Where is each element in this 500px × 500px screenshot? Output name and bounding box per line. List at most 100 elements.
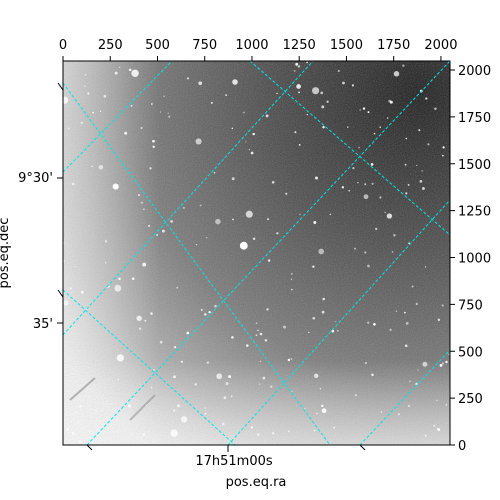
star bbox=[442, 154, 444, 157]
star bbox=[375, 227, 378, 231]
star bbox=[231, 177, 235, 181]
left-tick-label: 9°30' bbox=[18, 171, 53, 186]
star bbox=[232, 79, 238, 85]
star bbox=[152, 145, 155, 148]
star bbox=[152, 139, 155, 143]
star bbox=[276, 232, 279, 235]
right-tick-label: 1750 bbox=[458, 111, 491, 126]
star bbox=[393, 71, 400, 77]
star bbox=[170, 429, 178, 437]
star bbox=[283, 325, 286, 329]
star bbox=[419, 180, 423, 183]
coordinate-grid bbox=[63, 61, 450, 445]
star bbox=[186, 331, 190, 335]
star bbox=[208, 310, 211, 314]
star bbox=[291, 390, 293, 392]
star bbox=[99, 110, 102, 113]
star bbox=[313, 221, 317, 224]
star bbox=[422, 187, 425, 190]
star bbox=[267, 259, 271, 262]
star bbox=[173, 409, 176, 412]
star bbox=[285, 192, 288, 195]
star bbox=[131, 277, 135, 281]
right-axis: 0 250 500 750 1000 1250 1500 1750 2000 bbox=[450, 64, 491, 454]
star bbox=[433, 424, 436, 427]
star bbox=[357, 182, 359, 184]
star bbox=[258, 383, 261, 385]
star bbox=[290, 358, 293, 360]
star bbox=[176, 287, 178, 289]
star bbox=[231, 336, 234, 339]
top-tick-label: 1500 bbox=[330, 38, 363, 53]
star bbox=[148, 224, 151, 227]
star bbox=[216, 373, 223, 380]
star bbox=[267, 218, 270, 221]
star bbox=[114, 284, 122, 292]
star bbox=[198, 81, 203, 86]
star bbox=[118, 66, 121, 68]
star bbox=[379, 196, 382, 199]
star bbox=[84, 74, 87, 76]
star bbox=[144, 319, 147, 322]
star bbox=[265, 114, 269, 118]
star bbox=[380, 411, 383, 413]
star bbox=[243, 111, 245, 114]
star bbox=[404, 163, 407, 166]
star bbox=[170, 220, 173, 223]
star bbox=[194, 383, 197, 386]
star bbox=[391, 251, 394, 253]
star bbox=[255, 334, 258, 337]
star bbox=[67, 127, 70, 130]
top-tick-label: 2000 bbox=[424, 38, 457, 53]
right-tick-label: 1250 bbox=[458, 205, 491, 220]
star bbox=[312, 87, 320, 95]
star bbox=[404, 344, 408, 348]
star bbox=[418, 129, 421, 132]
star bbox=[321, 408, 327, 414]
star bbox=[213, 171, 216, 174]
star bbox=[389, 328, 392, 332]
star bbox=[112, 183, 119, 190]
star bbox=[204, 407, 207, 409]
star bbox=[63, 260, 66, 262]
star bbox=[402, 64, 405, 67]
star bbox=[312, 316, 316, 320]
star bbox=[364, 183, 367, 186]
star bbox=[138, 194, 140, 197]
star bbox=[318, 248, 325, 255]
star bbox=[239, 241, 248, 250]
star bbox=[204, 313, 207, 316]
star bbox=[359, 109, 361, 111]
top-tick-label: 250 bbox=[98, 38, 123, 53]
star bbox=[335, 321, 337, 323]
star bbox=[434, 107, 437, 111]
star bbox=[298, 144, 301, 146]
star bbox=[84, 85, 86, 88]
star bbox=[314, 373, 319, 378]
star bbox=[321, 310, 325, 314]
star bbox=[87, 92, 90, 95]
star bbox=[167, 112, 169, 114]
star bbox=[370, 163, 374, 166]
star bbox=[163, 95, 165, 98]
star bbox=[417, 369, 419, 371]
star bbox=[421, 170, 423, 172]
sky-image bbox=[63, 61, 450, 445]
star bbox=[221, 422, 225, 426]
star bbox=[149, 167, 152, 170]
star bbox=[445, 404, 448, 406]
star bbox=[252, 237, 256, 241]
star bbox=[319, 388, 322, 390]
right-tick-label: 2000 bbox=[458, 64, 491, 79]
star bbox=[264, 339, 268, 342]
star bbox=[407, 183, 410, 186]
star bbox=[337, 69, 340, 73]
star bbox=[199, 204, 202, 207]
star bbox=[200, 308, 203, 311]
star bbox=[245, 210, 253, 218]
star bbox=[373, 132, 376, 135]
star bbox=[259, 332, 263, 336]
star bbox=[367, 111, 370, 114]
star bbox=[69, 287, 72, 290]
star bbox=[395, 310, 398, 312]
